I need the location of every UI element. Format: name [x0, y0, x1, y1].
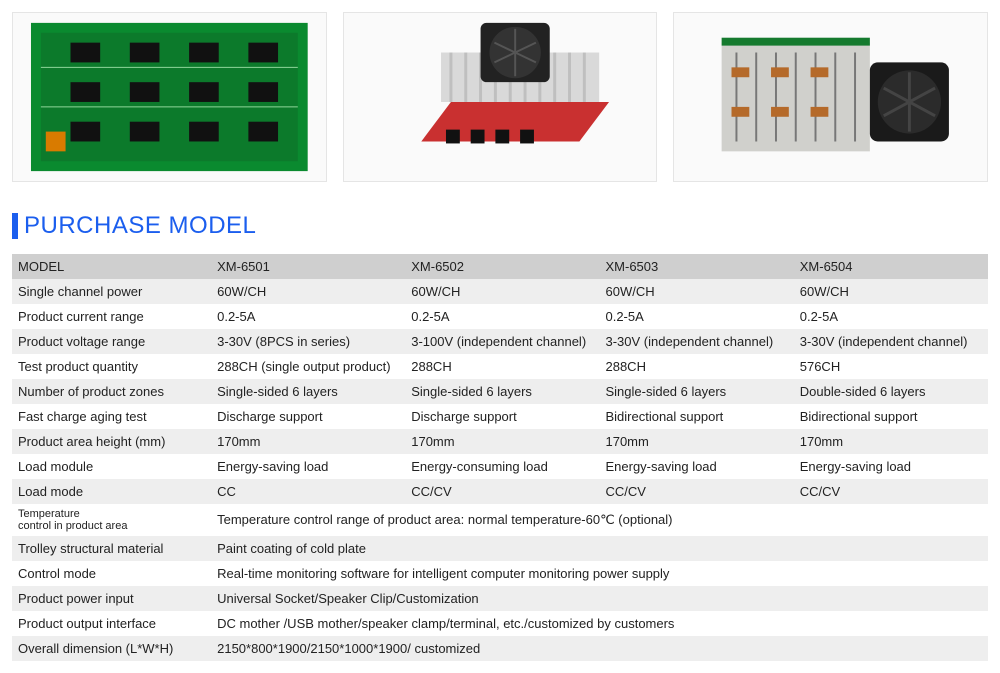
product-image-3 — [673, 12, 988, 182]
row-label: Temperature control in product area — [12, 504, 211, 536]
row-value: Single-sided 6 layers — [599, 379, 793, 404]
table-row: Load moduleEnergy-saving loadEnergy-cons… — [12, 454, 988, 479]
row-label: Product power input — [12, 586, 211, 611]
table-row: Trolley structural materialPaint coating… — [12, 536, 988, 561]
section-title-text: PURCHASE MODEL — [24, 212, 256, 240]
table-row: Product power inputUniversal Socket/Spea… — [12, 586, 988, 611]
row-value: Energy-saving load — [794, 454, 988, 479]
row-value: 576CH — [794, 354, 988, 379]
row-label: Single channel power — [12, 279, 211, 304]
row-value: CC/CV — [794, 479, 988, 504]
product-image-2 — [343, 12, 658, 182]
product-images-row — [12, 12, 988, 182]
row-value: 170mm — [794, 429, 988, 454]
row-value-span: 2150*800*1900/2150*1000*1900/ customized — [211, 636, 988, 661]
row-value: 3-30V (8PCS in series) — [211, 329, 405, 354]
row-label: Control mode — [12, 561, 211, 586]
row-value: Discharge support — [211, 404, 405, 429]
row-value: Energy-saving load — [211, 454, 405, 479]
row-value: 3-30V (independent channel) — [794, 329, 988, 354]
row-label: Load mode — [12, 479, 211, 504]
row-label: Product output interface — [12, 611, 211, 636]
row-value: 170mm — [211, 429, 405, 454]
table-row: Number of product zonesSingle-sided 6 la… — [12, 379, 988, 404]
row-label: Trolley structural material — [12, 536, 211, 561]
row-label: Number of product zones — [12, 379, 211, 404]
spec-table: MODELXM-6501XM-6502XM-6503XM-6504Single … — [12, 254, 988, 661]
row-value: CC/CV — [405, 479, 599, 504]
row-value-span: DC mother /USB mother/speaker clamp/term… — [211, 611, 988, 636]
row-value: 60W/CH — [211, 279, 405, 304]
row-value: 60W/CH — [599, 279, 793, 304]
table-row: Product current range0.2-5A0.2-5A0.2-5A0… — [12, 304, 988, 329]
row-value: XM-6504 — [794, 254, 988, 279]
table-row: Fast charge aging testDischarge supportD… — [12, 404, 988, 429]
table-row: Product area height (mm)170mm170mm170mm1… — [12, 429, 988, 454]
section-title: PURCHASE MODEL — [12, 212, 988, 240]
row-value: Bidirectional support — [599, 404, 793, 429]
row-value: XM-6503 — [599, 254, 793, 279]
row-value: Discharge support — [405, 404, 599, 429]
row-label: Load module — [12, 454, 211, 479]
row-value: Double-sided 6 layers — [794, 379, 988, 404]
row-value: 60W/CH — [405, 279, 599, 304]
table-row: Overall dimension (L*W*H)2150*800*1900/2… — [12, 636, 988, 661]
row-value: Single-sided 6 layers — [211, 379, 405, 404]
row-label: Overall dimension (L*W*H) — [12, 636, 211, 661]
table-row: Product voltage range3-30V (8PCS in seri… — [12, 329, 988, 354]
row-label: Product voltage range — [12, 329, 211, 354]
table-row: MODELXM-6501XM-6502XM-6503XM-6504 — [12, 254, 988, 279]
row-value: 60W/CH — [794, 279, 988, 304]
row-label: Product current range — [12, 304, 211, 329]
row-value: XM-6502 — [405, 254, 599, 279]
row-value: XM-6501 — [211, 254, 405, 279]
table-row: Temperature control in product areaTempe… — [12, 504, 988, 536]
product-image-1 — [12, 12, 327, 182]
row-value: 3-30V (independent channel) — [599, 329, 793, 354]
row-value: 0.2-5A — [211, 304, 405, 329]
row-value: Bidirectional support — [794, 404, 988, 429]
row-value: 170mm — [405, 429, 599, 454]
title-accent-bar — [12, 213, 18, 239]
row-value-span: Universal Socket/Speaker Clip/Customizat… — [211, 586, 988, 611]
row-value: 288CH (single output product) — [211, 354, 405, 379]
row-value-span: Real-time monitoring software for intell… — [211, 561, 988, 586]
row-value: 3-100V (independent channel) — [405, 329, 599, 354]
table-row: Control modeReal-time monitoring softwar… — [12, 561, 988, 586]
row-value: 170mm — [599, 429, 793, 454]
row-label: Test product quantity — [12, 354, 211, 379]
table-row: Product output interfaceDC mother /USB m… — [12, 611, 988, 636]
row-value: Energy-consuming load — [405, 454, 599, 479]
row-value: Energy-saving load — [599, 454, 793, 479]
row-label: Fast charge aging test — [12, 404, 211, 429]
row-value-span: Paint coating of cold plate — [211, 536, 988, 561]
table-row: Single channel power60W/CH60W/CH60W/CH60… — [12, 279, 988, 304]
row-value: 0.2-5A — [599, 304, 793, 329]
row-value: CC/CV — [599, 479, 793, 504]
row-value-span: Temperature control range of product are… — [211, 504, 988, 536]
row-value: 0.2-5A — [405, 304, 599, 329]
row-value: Single-sided 6 layers — [405, 379, 599, 404]
row-label: MODEL — [12, 254, 211, 279]
row-value: 288CH — [405, 354, 599, 379]
table-row: Load modeCCCC/CVCC/CVCC/CV — [12, 479, 988, 504]
row-value: CC — [211, 479, 405, 504]
table-row: Test product quantity288CH (single outpu… — [12, 354, 988, 379]
row-value: 288CH — [599, 354, 793, 379]
row-label: Product area height (mm) — [12, 429, 211, 454]
row-value: 0.2-5A — [794, 304, 988, 329]
